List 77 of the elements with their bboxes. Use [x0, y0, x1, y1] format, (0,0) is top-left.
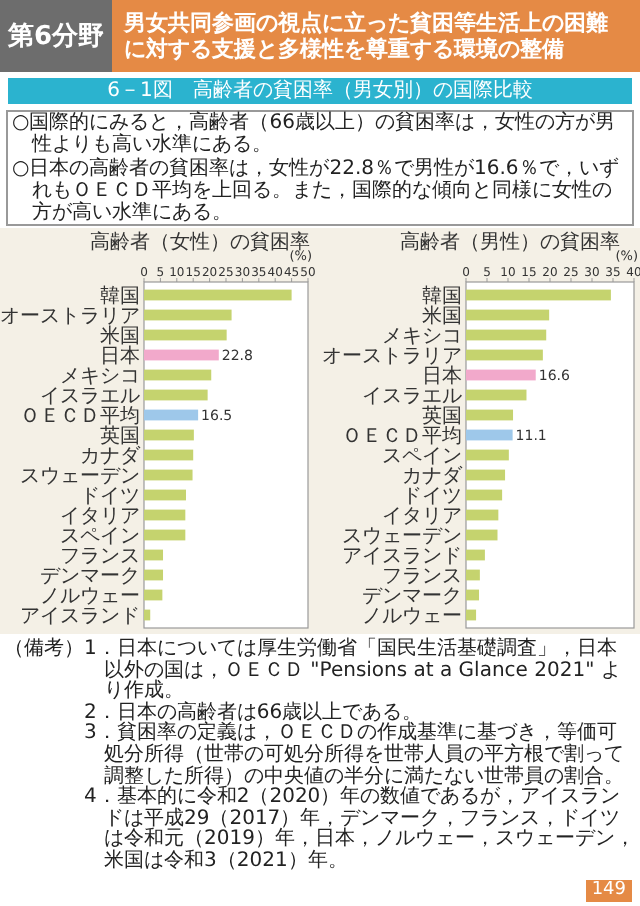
bar — [144, 369, 212, 381]
y-tick-label: 英国 — [422, 404, 462, 429]
bar — [144, 289, 292, 301]
y-tick-label: 日本 — [100, 344, 140, 369]
y-tick-label: デンマーク — [362, 586, 462, 609]
bar — [466, 329, 547, 341]
y-tick-label: デンマーク — [40, 566, 140, 589]
y-tick-label: カナダ — [80, 444, 142, 469]
y-tick-label: スペイン — [382, 446, 462, 469]
y-tick-label: スウェーデン — [20, 466, 140, 489]
bar — [466, 309, 550, 321]
bar — [144, 309, 232, 321]
bar — [466, 409, 514, 421]
bar — [466, 469, 506, 481]
y-tick-label: カナダ — [402, 464, 464, 489]
y-tick-label: イタリア — [382, 506, 462, 529]
chart-title: 高齢者（男性）の貧困率 — [400, 230, 620, 254]
y-tick-label: ＯＥＣＤ平均 — [342, 424, 462, 449]
text: 男女共同参画の視点に立った貧困等生活上の困難に対する支援と多様性を尊重する環境の整備 — [112, 0, 640, 72]
bar — [144, 409, 199, 421]
y-tick-label: イスラエル — [40, 386, 140, 409]
y-tick-label: ドイツ — [402, 486, 462, 509]
bar — [144, 529, 186, 541]
text: 3．貧困率の定義は，ＯＥＣＤの作成基準に基づき，等価可処分所得（世帯の可処分所得を世帯人員の平方根で割って調整した所得）の中央値の半分に満たない世帯員の割合。 — [84, 722, 626, 788]
y-tick-label: スペイン — [60, 526, 140, 549]
y-tick-label: フランス — [382, 566, 462, 589]
text: 6－1図 高齢者の貧困率（男女別）の国際比較 — [8, 78, 632, 104]
bar — [466, 369, 536, 381]
text: 4．基本的に令和2（2020）年の数値であるが，アイスランドは平成29（2017）年，デンマーク，フランス，ドイツは令和元（2019）年，日本，ノルウェー，スウェーデン，米国は令和3（2021）年。 — [84, 786, 636, 874]
y-tick-label: 英国 — [100, 424, 140, 449]
y-tick-label: メキシコ — [60, 366, 140, 389]
bar — [466, 489, 503, 501]
bar — [144, 489, 186, 501]
text: 1．日本については厚生労働省「国民生活基礎調査」，日本以外の国は，ＯＥＣＤ "Pensions at a Glance 2021" より作成。 — [84, 638, 623, 703]
bar — [144, 609, 151, 621]
bar — [144, 329, 227, 341]
bar — [466, 589, 480, 601]
text: （備考） — [4, 638, 84, 664]
y-tick-label: ドイツ — [80, 486, 140, 509]
bar — [144, 589, 163, 601]
y-tick-label: スウェーデン — [342, 526, 462, 549]
bar — [144, 429, 194, 441]
bar — [144, 569, 164, 581]
text: 149 — [585, 880, 632, 902]
y-tick-label: アイスランド — [342, 546, 462, 569]
bar — [466, 429, 513, 441]
y-tick-label: ノルウェー — [40, 586, 140, 609]
y-tick-label: 米国 — [100, 324, 140, 349]
text: ○日本の高齢者の貧困率は，女性が22.8％で男性が16.6％で，いずれもＯＥＣＤ平均を上回る。また，国際的な傾向と同様に女性の方が高い水準にある。 — [12, 157, 621, 225]
bar — [466, 289, 611, 301]
y-tick-label: オーストラリア — [322, 346, 462, 369]
y-tick-label: アイスランド — [20, 606, 140, 629]
y-tick-label: 米国 — [422, 304, 462, 329]
bar — [466, 529, 498, 541]
bar — [144, 469, 193, 481]
text: ○国際的にみると，高齢者（66歳以上）の貧困率は，女性の方が男性よりも高い水準にある。 — [12, 112, 617, 157]
bar — [466, 549, 485, 561]
bar — [144, 449, 194, 461]
bar — [466, 609, 477, 621]
bar — [144, 389, 208, 401]
bar — [466, 449, 509, 461]
y-tick-label: フランス — [60, 546, 140, 569]
text: 第6分野 — [0, 0, 112, 72]
y-tick-label: 日本 — [422, 364, 462, 389]
text: 2．日本の高齢者は66歳以上である。 — [84, 701, 423, 724]
bar — [144, 349, 219, 361]
y-tick-label: メキシコ — [382, 326, 462, 349]
bar — [144, 509, 186, 521]
bar — [466, 349, 543, 361]
bar — [144, 549, 164, 561]
chart-title: 高齢者（女性）の貧困率 — [90, 230, 310, 254]
bar — [466, 389, 527, 401]
y-tick-label: 韓国 — [100, 284, 140, 309]
bar — [466, 509, 499, 521]
y-tick-label: イタリア — [60, 506, 140, 529]
y-tick-label: ノルウェー — [362, 606, 462, 629]
bar — [466, 569, 480, 581]
